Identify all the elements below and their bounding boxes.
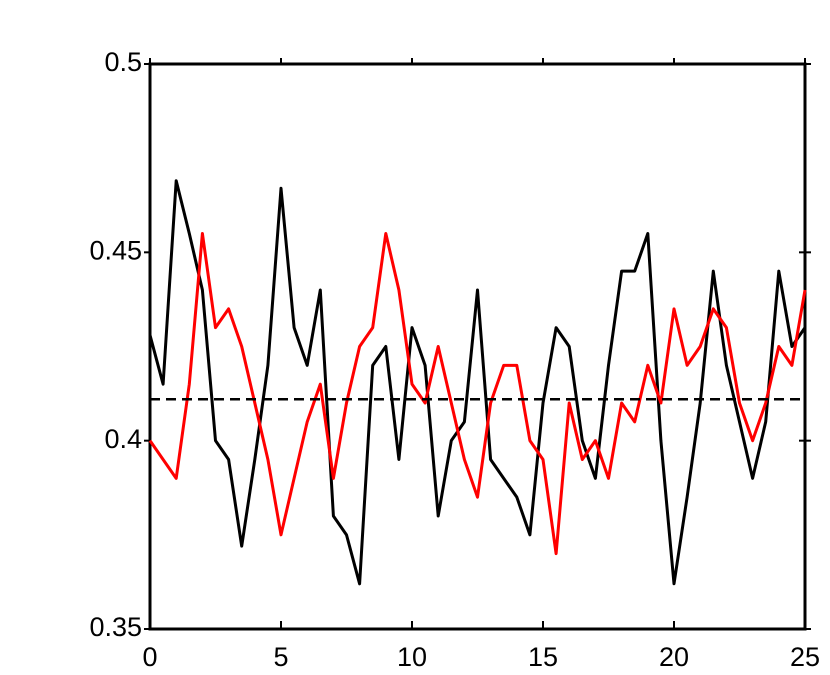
x-tick-label: 20 xyxy=(659,642,689,672)
y-tick-label: 0.45 xyxy=(89,235,142,265)
series-line xyxy=(148,179,807,586)
x-tick-label: 5 xyxy=(273,642,288,672)
x-tick-label: 25 xyxy=(790,642,820,672)
x-tick-label: 15 xyxy=(528,642,558,672)
x-tick-label: 10 xyxy=(397,642,427,672)
x-tick-label: 0 xyxy=(142,642,157,672)
plot-frame xyxy=(148,62,807,631)
series-line xyxy=(148,232,807,556)
y-tick-label: 0.4 xyxy=(104,424,142,454)
y-tick-label: 0.35 xyxy=(89,612,142,642)
y-tick-label: 0.5 xyxy=(104,47,142,77)
